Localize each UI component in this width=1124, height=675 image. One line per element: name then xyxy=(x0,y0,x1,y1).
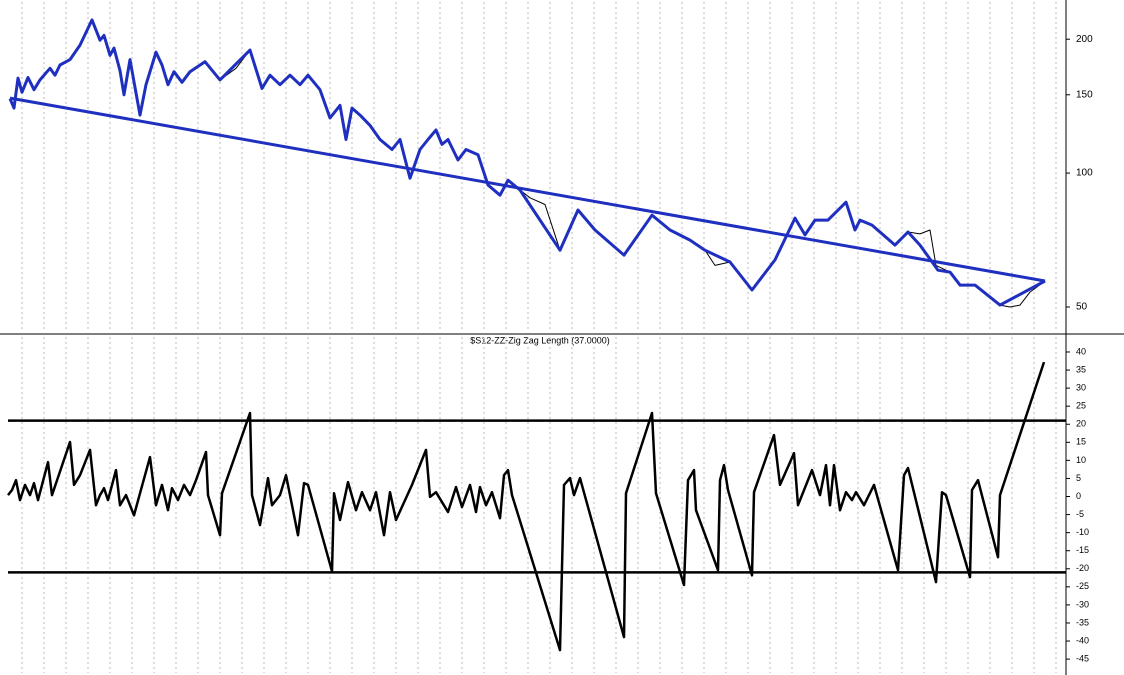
y-tick-label: -30 xyxy=(1076,599,1089,609)
y-tick-label: 5 xyxy=(1076,473,1081,483)
y-tick-label: 100 xyxy=(1076,168,1093,179)
y-tick-label: 35 xyxy=(1076,364,1086,374)
y-tick-label: 10 xyxy=(1076,455,1086,465)
y-tick-label: -15 xyxy=(1076,545,1089,555)
data-line xyxy=(8,18,1046,307)
data-line xyxy=(9,96,1046,283)
y-tick-label: 15 xyxy=(1076,437,1086,447)
y-tick-label: 40 xyxy=(1076,346,1086,356)
y-tick-label: 0 xyxy=(1076,491,1081,501)
y-tick-label: 50 xyxy=(1076,302,1088,313)
panel-title: $S12-ZZ-Zig Zag Length (37.0000) xyxy=(470,335,610,345)
y-tick-label: -35 xyxy=(1076,617,1089,627)
y-tick-label: -10 xyxy=(1076,527,1089,537)
y-tick-label: -20 xyxy=(1076,563,1089,573)
y-tick-label: 20 xyxy=(1076,419,1086,429)
y-tick-label: -5 xyxy=(1076,509,1084,519)
y-tick-label: 150 xyxy=(1076,89,1093,100)
y-tick-label: 30 xyxy=(1076,382,1086,392)
y-tick-label: -25 xyxy=(1076,581,1089,591)
y-tick-label: 25 xyxy=(1076,401,1086,411)
data-line xyxy=(7,361,1046,652)
y-tick-label: 200 xyxy=(1076,34,1093,45)
y-tick-label: -40 xyxy=(1076,635,1089,645)
y-tick-label: -45 xyxy=(1076,653,1089,663)
